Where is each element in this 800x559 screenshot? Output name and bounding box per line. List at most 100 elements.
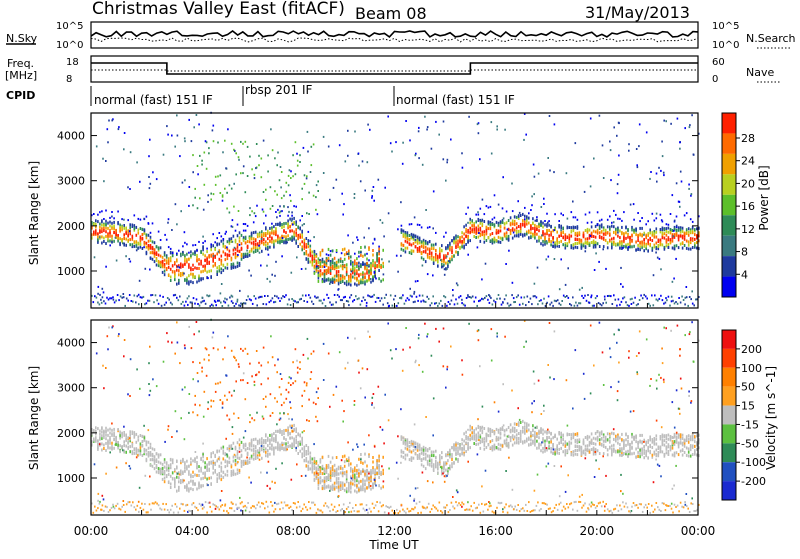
data-point (433, 469, 435, 472)
data-point (248, 270, 250, 272)
data-point (150, 232, 152, 234)
data-point (520, 440, 522, 443)
data-point (591, 225, 593, 228)
data-point (123, 451, 125, 454)
data-point (689, 296, 691, 298)
power-ylabel: Slant Range [km] (27, 161, 41, 265)
data-point (270, 186, 272, 188)
data-point (532, 235, 534, 238)
data-point (429, 252, 431, 255)
data-point (684, 303, 686, 305)
data-point (324, 266, 326, 268)
data-point (314, 272, 316, 275)
data-point (214, 471, 216, 474)
data-point (685, 297, 687, 299)
data-point (283, 442, 285, 445)
data-point (581, 239, 583, 242)
data-point (261, 176, 263, 178)
data-point (188, 470, 190, 473)
data-point (97, 439, 99, 442)
data-point (123, 237, 125, 240)
data-point (331, 304, 333, 306)
data-point (235, 473, 237, 476)
data-point (247, 240, 249, 243)
cpid-segment-1: normal (fast) 151 IF (94, 93, 213, 107)
data-point (107, 141, 109, 143)
data-point (111, 119, 113, 121)
data-point (601, 219, 603, 221)
data-point (457, 442, 459, 445)
data-point (132, 243, 134, 246)
data-point (164, 259, 166, 262)
data-point (129, 243, 131, 246)
data-point (308, 261, 310, 264)
data-point (500, 229, 502, 232)
data-point (166, 267, 168, 270)
data-point (101, 434, 103, 437)
data-point (150, 236, 152, 239)
data-point (510, 436, 512, 439)
data-point (354, 259, 356, 262)
data-point (688, 248, 690, 251)
data-point (548, 445, 550, 448)
data-point (645, 295, 647, 297)
data-point (231, 465, 233, 468)
data-point (512, 210, 514, 212)
data-point (475, 220, 477, 223)
data-point (283, 195, 285, 197)
data-point (255, 167, 257, 169)
data-point (145, 268, 147, 270)
data-point (235, 447, 237, 450)
data-point (198, 258, 200, 261)
data-point (129, 445, 131, 448)
data-point (138, 303, 140, 305)
data-point (105, 235, 107, 238)
data-point (520, 225, 522, 228)
data-point (304, 239, 306, 242)
data-point (369, 129, 371, 131)
data-point (596, 295, 598, 297)
data-point (473, 438, 475, 441)
data-point (362, 264, 364, 266)
data-point (328, 484, 330, 487)
data-point (654, 220, 656, 222)
data-point (105, 442, 107, 445)
data-point (241, 248, 243, 251)
data-point (214, 264, 216, 267)
data-point (99, 437, 101, 440)
data-point (233, 235, 235, 238)
data-point (255, 450, 257, 453)
data-point (341, 193, 343, 195)
data-point (662, 299, 664, 301)
data-point (93, 213, 95, 215)
data-point (96, 297, 98, 299)
data-point (357, 298, 359, 300)
data-point (501, 304, 503, 306)
data-point (593, 230, 595, 233)
data-point (492, 218, 494, 220)
data-point (239, 231, 241, 234)
data-point (123, 233, 125, 236)
data-point (308, 239, 310, 242)
data-point (212, 305, 214, 307)
data-point (622, 297, 624, 299)
data-point (415, 442, 417, 445)
data-point (542, 447, 544, 450)
data-point (462, 167, 464, 169)
data-point (440, 300, 442, 302)
data-point (277, 448, 279, 451)
data-point (531, 195, 533, 197)
data-point (220, 302, 222, 304)
data-point (221, 462, 223, 465)
data-point (451, 300, 453, 302)
data-point (216, 480, 218, 483)
data-point (443, 260, 445, 263)
data-point (274, 275, 276, 277)
data-point (219, 465, 221, 468)
data-point (253, 444, 255, 447)
data-point (488, 221, 490, 224)
nave-line (91, 70, 698, 71)
data-point (256, 205, 258, 207)
data-point (540, 224, 542, 227)
data-point (469, 227, 471, 230)
